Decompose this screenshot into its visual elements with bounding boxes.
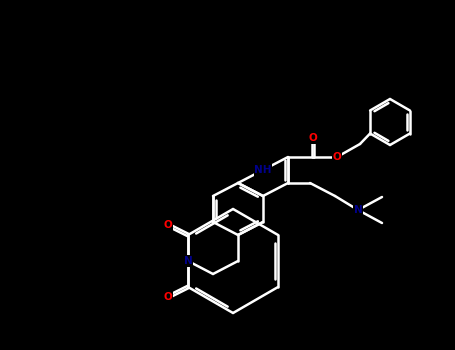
Text: O: O	[164, 220, 172, 230]
Text: O: O	[333, 152, 341, 162]
Text: N: N	[184, 256, 192, 266]
Text: O: O	[308, 133, 318, 143]
Text: O: O	[164, 292, 172, 302]
Text: NH: NH	[254, 165, 272, 175]
Text: N: N	[354, 205, 362, 215]
